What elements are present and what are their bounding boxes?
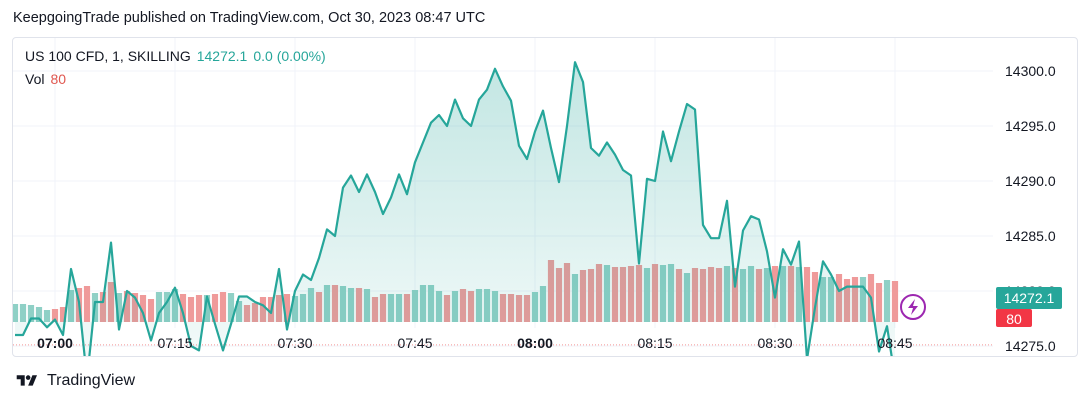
price-badge: 14272.1: [996, 287, 1062, 309]
volume-bar: [115, 293, 123, 322]
volume-bar: [219, 292, 227, 322]
x-tick-label: 08:00: [517, 335, 553, 351]
y-tick-label: 14295.0: [1005, 118, 1056, 134]
price-chart[interactable]: 14300.014295.014290.014285.014280.014275…: [13, 38, 1078, 357]
volume-bar: [155, 292, 163, 322]
volume-bar: [59, 307, 67, 322]
svg-text:14272.1: 14272.1: [1004, 290, 1055, 306]
tradingview-logo-icon: [16, 375, 37, 386]
volume-bar: [27, 305, 35, 322]
chart-frame[interactable]: 14300.014295.014290.014285.014280.014275…: [12, 37, 1078, 357]
price-change: 0.0 (0.00%): [253, 48, 326, 64]
volume-bar: [179, 294, 187, 322]
y-tick-label: 14290.0: [1005, 173, 1056, 189]
price-line: [15, 61, 893, 356]
y-tick-label: 14275.0: [1005, 338, 1056, 354]
symbol-label[interactable]: US 100 CFD, 1, SKILLING: [25, 48, 191, 64]
volume-label[interactable]: Vol: [25, 71, 45, 87]
x-tick-label: 08:15: [637, 335, 672, 351]
x-tick-label: 08:45: [877, 335, 912, 351]
volume-bar: [803, 267, 811, 322]
volume-bar: [147, 299, 155, 322]
volume-bar: [139, 295, 147, 322]
time-axis: 07:00 07:15 07:30 07:45 08:00 08:15 08:30 08:45: [37, 335, 913, 351]
volume-bar: [891, 281, 899, 322]
last-price: 14272.1: [196, 48, 248, 64]
volume-bar: [43, 310, 51, 322]
price-area: [15, 62, 895, 356]
volume-value: 80: [50, 71, 67, 87]
x-tick-label: 07:15: [157, 335, 192, 351]
x-tick-label: 08:30: [757, 335, 792, 351]
legend-row: US 100 CFD, 1, SKILLING 14272.1 0.0 (0.00%…: [25, 48, 326, 64]
x-tick-label: 07:30: [277, 335, 312, 351]
y-tick-label: 14300.0: [1005, 63, 1056, 79]
volume-bar: [51, 309, 59, 322]
volume-bar: [211, 294, 219, 322]
volume-bar: [83, 286, 91, 322]
volume-bar: [883, 280, 891, 322]
published-caption: KeepgoingTrade published on TradingView.…: [13, 10, 486, 26]
svg-text:80: 80: [1006, 311, 1022, 327]
volume-legend: Vol 80: [25, 71, 66, 87]
volume-bar: [13, 304, 19, 322]
volume-bar: [283, 294, 291, 322]
footer-brand[interactable]: TradingView: [13, 372, 135, 390]
volume-bar: [35, 307, 43, 322]
volume-bar: [227, 293, 235, 322]
y-tick-label: 14285.0: [1005, 228, 1056, 244]
volume-bar: [187, 297, 195, 322]
volume-bar: [875, 283, 883, 322]
x-tick-label: 07:00: [37, 335, 73, 351]
volume-bar: [19, 304, 27, 322]
volume-bar: [811, 272, 819, 322]
footer-brand-label: TradingView: [47, 372, 136, 389]
x-tick-label: 07:45: [397, 335, 432, 351]
lightning-icon[interactable]: [900, 294, 926, 320]
volume-bar: [195, 295, 203, 322]
volume-badge: 80: [996, 309, 1032, 327]
